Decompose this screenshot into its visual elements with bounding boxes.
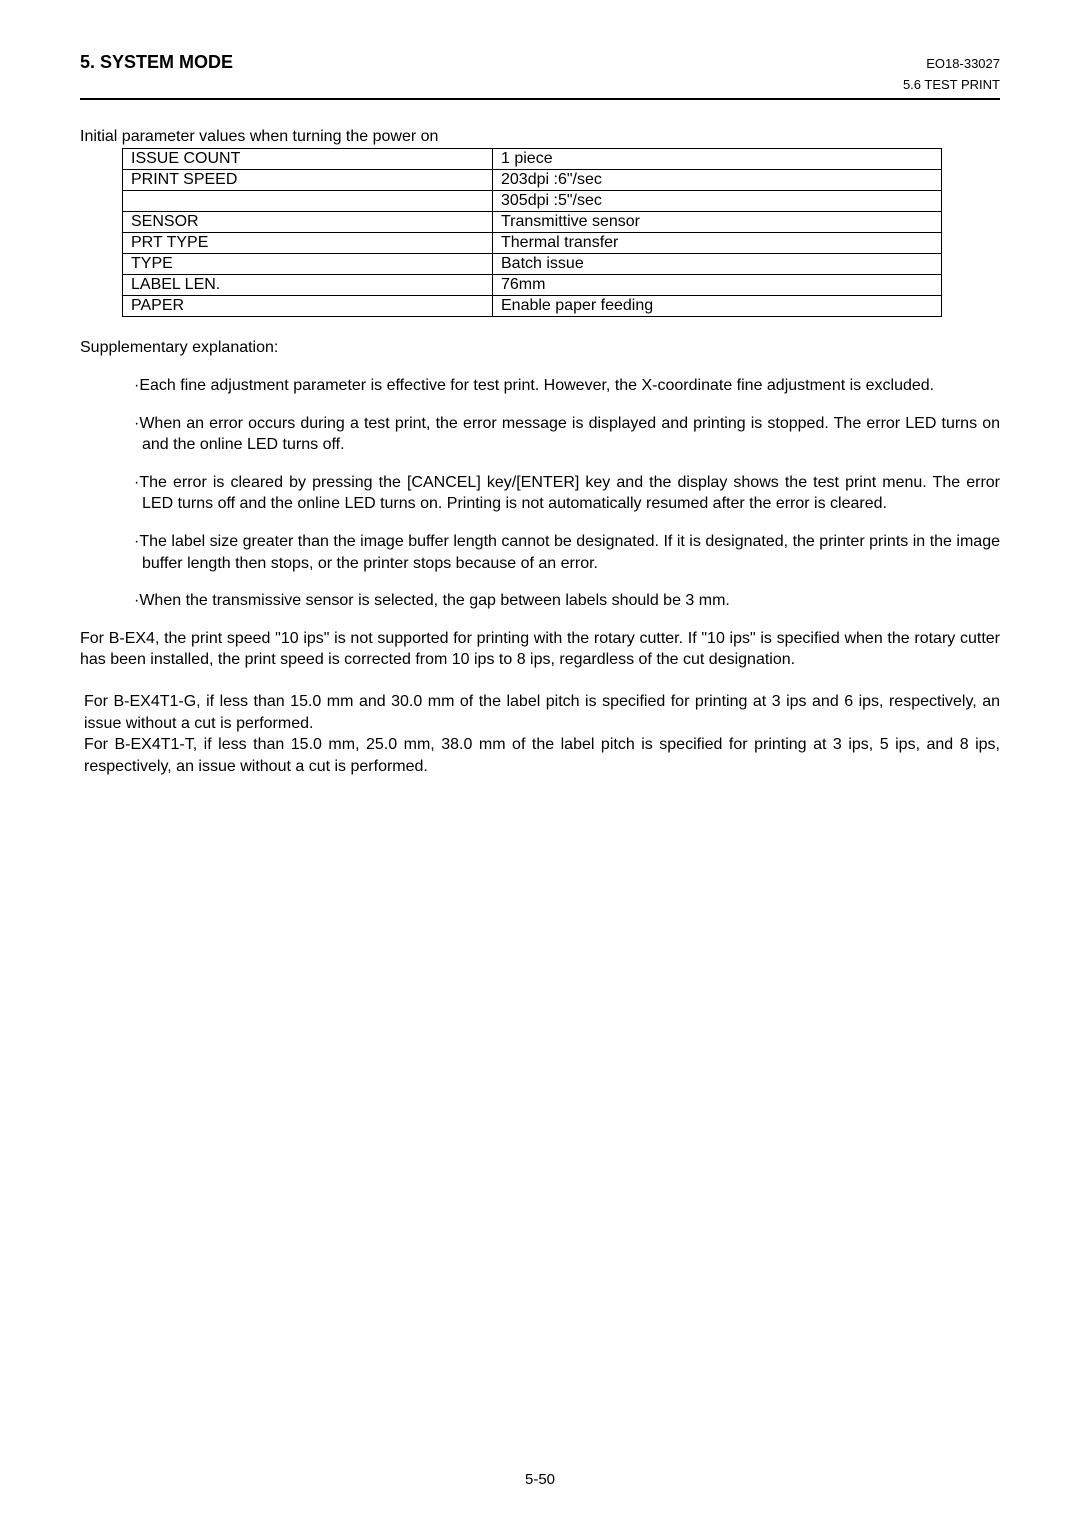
table-row: PRT TYPE Thermal transfer bbox=[123, 233, 942, 254]
param-name: PRINT SPEED bbox=[123, 170, 493, 191]
param-name: PRT TYPE bbox=[123, 233, 493, 254]
header-divider bbox=[80, 98, 1000, 100]
param-name: LABEL LEN. bbox=[123, 275, 493, 296]
param-name: PAPER bbox=[123, 296, 493, 317]
table-row: LABEL LEN. 76mm bbox=[123, 275, 942, 296]
bullet-item: ·The error is cleared by pressing the [C… bbox=[134, 472, 1000, 515]
param-value: Enable paper feeding bbox=[493, 296, 942, 317]
param-name bbox=[123, 191, 493, 212]
param-value: 76mm bbox=[493, 275, 942, 296]
bullet-item: ·Each fine adjustment parameter is effec… bbox=[134, 375, 1000, 397]
intro-line: Initial parameter values when turning th… bbox=[80, 128, 1000, 146]
paragraph-line: For B-EX4T1-T, if less than 15.0 mm, 25.… bbox=[84, 734, 1000, 777]
table-row: 305dpi :5"/sec bbox=[123, 191, 942, 212]
paragraph: For B-EX4, the print speed "10 ips" is n… bbox=[80, 628, 1000, 671]
param-name: TYPE bbox=[123, 254, 493, 275]
doc-code: EO18-33027 bbox=[926, 56, 1000, 71]
bullet-item: ·The label size greater than the image b… bbox=[134, 531, 1000, 574]
param-value: Batch issue bbox=[493, 254, 942, 275]
param-value: 305dpi :5"/sec bbox=[493, 191, 942, 212]
table-row: SENSOR Transmittive sensor bbox=[123, 212, 942, 233]
paragraph-line: For B-EX4T1-G, if less than 15.0 mm and … bbox=[84, 691, 1000, 734]
bullet-item: ·When an error occurs during a test prin… bbox=[134, 413, 1000, 456]
param-value: Transmittive sensor bbox=[493, 212, 942, 233]
param-value: 203dpi :6"/sec bbox=[493, 170, 942, 191]
param-name: ISSUE COUNT bbox=[123, 149, 493, 170]
section-title: 5. SYSTEM MODE bbox=[80, 52, 233, 73]
table-row: PAPER Enable paper feeding bbox=[123, 296, 942, 317]
bullet-list: ·Each fine adjustment parameter is effec… bbox=[134, 375, 1000, 612]
param-value: 1 piece bbox=[493, 149, 942, 170]
paragraph-group: For B-EX4T1-G, if less than 15.0 mm and … bbox=[84, 691, 1000, 777]
param-value: Thermal transfer bbox=[493, 233, 942, 254]
header-row: 5. SYSTEM MODE EO18-33027 bbox=[80, 52, 1000, 73]
table-row: TYPE Batch issue bbox=[123, 254, 942, 275]
table-row: PRINT SPEED 203dpi :6"/sec bbox=[123, 170, 942, 191]
supplementary-heading: Supplementary explanation: bbox=[80, 339, 1000, 357]
table-row: ISSUE COUNT 1 piece bbox=[123, 149, 942, 170]
parameter-table: ISSUE COUNT 1 piece PRINT SPEED 203dpi :… bbox=[122, 148, 942, 317]
param-name: SENSOR bbox=[123, 212, 493, 233]
page-number: 5-50 bbox=[0, 1471, 1080, 1488]
bullet-item: ·When the transmissive sensor is selecte… bbox=[134, 590, 1000, 612]
sub-section: 5.6 TEST PRINT bbox=[80, 77, 1000, 92]
